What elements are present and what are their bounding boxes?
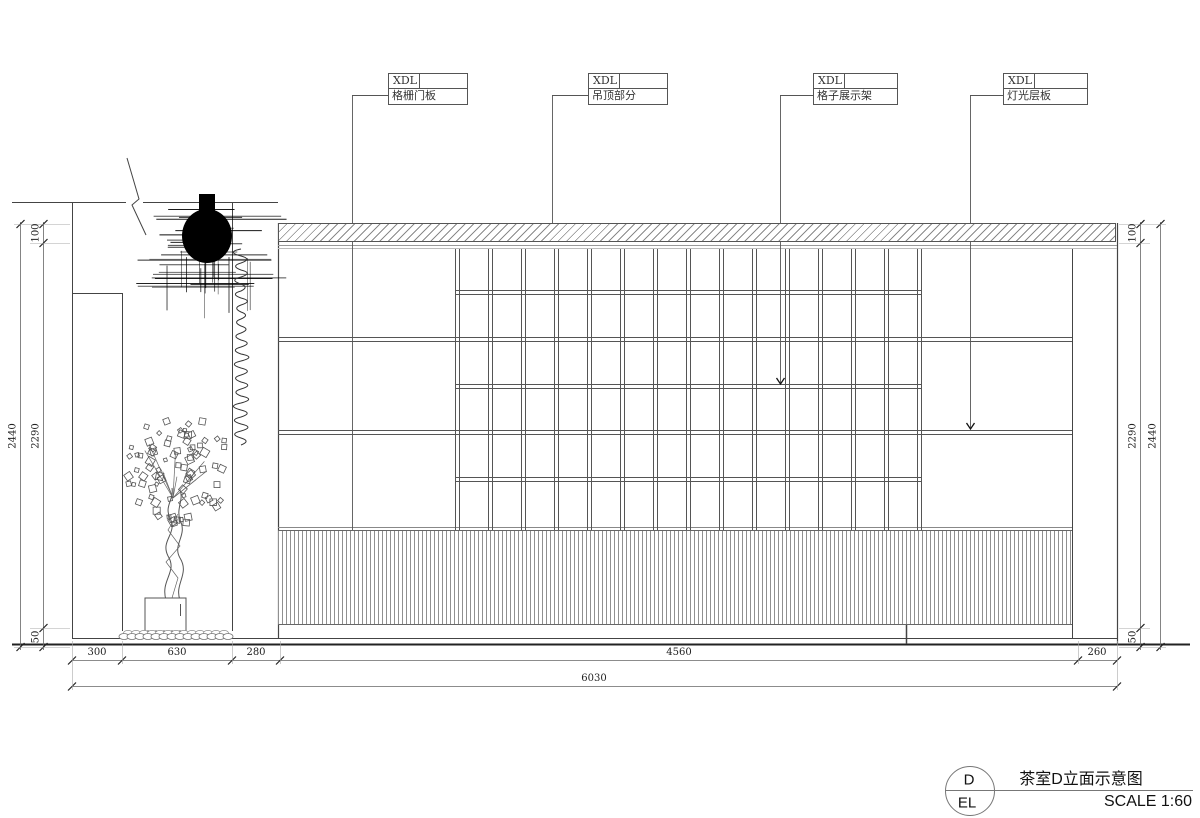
dim-right-mid: 2290 (1127, 423, 1139, 449)
view-reference-circle (945, 766, 995, 816)
drawing-scale: SCALE 1:60 (1103, 793, 1193, 810)
callout-code-row: XDL (389, 74, 467, 89)
callout-code: XDL (1004, 74, 1035, 88)
view-letter: D (963, 771, 975, 789)
callout-code-row: XDL (589, 74, 667, 89)
dim-right-bottom: 50 (1127, 630, 1139, 644)
dim-right-top: 100 (1127, 223, 1139, 243)
callout-text: 灯光层板 (1007, 90, 1051, 102)
callout-light-shelf: XDL 灯光层板 (1003, 73, 1088, 105)
dim-left-mid: 2290 (30, 423, 42, 449)
dim-bottom-4560: 4560 (666, 647, 692, 658)
callout-grille-door: XDL 格栅门板 (388, 73, 468, 105)
callout-text: 吊顶部分 (592, 90, 636, 102)
dim-left-overall: 2440 (7, 423, 19, 449)
dim-left-bottom: 50 (30, 630, 42, 644)
callout-text: 格子展示架 (817, 90, 872, 102)
callout-text: 格栅门板 (392, 90, 436, 102)
dim-left-top: 100 (30, 223, 42, 243)
callout-code: XDL (814, 74, 845, 88)
callout-code-row: XDL (814, 74, 897, 89)
slat-door-band (278, 530, 1072, 625)
drawing-title: 茶室D立面示意图 (1019, 771, 1143, 788)
ceiling-hatch-band (278, 223, 1116, 242)
callout-display-grid: XDL 格子展示架 (813, 73, 898, 105)
dim-right-overall: 2440 (1147, 423, 1159, 449)
dim-bottom-300: 300 (87, 647, 107, 658)
dim-bottom-260: 260 (1087, 647, 1107, 658)
view-type-label: EL (957, 794, 977, 812)
callout-ceiling: XDL 吊顶部分 (588, 73, 668, 105)
dim-bottom-280: 280 (246, 647, 266, 658)
callout-code-row: XDL (1004, 74, 1087, 89)
callout-code: XDL (589, 74, 620, 88)
callout-code: XDL (389, 74, 420, 88)
dim-bottom-630: 630 (167, 647, 187, 658)
dim-bottom-overall: 6030 (581, 673, 607, 684)
